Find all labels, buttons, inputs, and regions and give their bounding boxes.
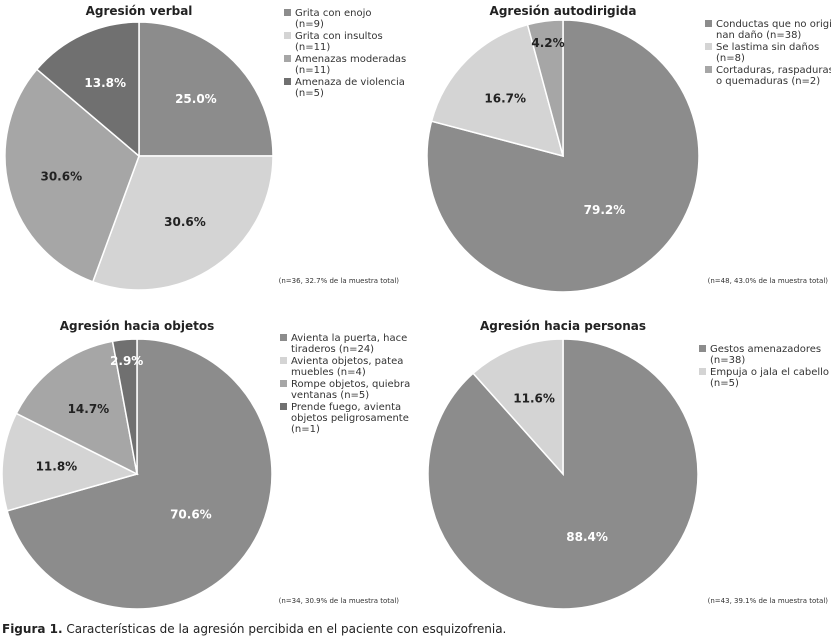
legend-swatch — [705, 66, 712, 73]
pie-slice — [138, 21, 274, 157]
pie-panel-agresion-hacia-objetos: Agresión hacia objetos 70.6% 11.8% 14.7% 2.9… — [1, 319, 410, 610]
legend-label: nan daño (n=38) — [716, 30, 801, 41]
sample-note: (n=48, 43.0% de la muestra total) — [708, 277, 829, 285]
legend-swatch — [284, 78, 291, 85]
slice-value-label: 11.6% — [513, 391, 555, 405]
chart-title: Agresión hacia personas — [480, 319, 646, 333]
chart-title: Agresión verbal — [86, 4, 193, 18]
legend-label: Cortaduras, raspaduras — [716, 65, 831, 76]
pie-slice — [1, 412, 140, 512]
legend-label: (n=8) — [716, 53, 745, 64]
slice-value-label: 11.8% — [36, 459, 78, 473]
sample-note: (n=36, 32.7% de la muestra total) — [279, 277, 400, 285]
figure-charts: Agresión verbal 25.0% 30.6% 30.6% 13.8% Grita… — [1, 4, 831, 610]
pie-slice — [15, 340, 139, 476]
slice-value-label: 25.0% — [175, 92, 217, 106]
slice-value-label: 4.2% — [531, 36, 564, 50]
legend-swatch — [280, 403, 287, 410]
legend-swatch — [284, 32, 291, 39]
pie-slice — [91, 155, 274, 291]
legend-swatch — [280, 380, 287, 387]
legend-label: tiraderos (n=24) — [291, 344, 374, 355]
pie-slice — [430, 23, 565, 158]
pie-slice — [111, 338, 138, 475]
legend-swatch — [280, 357, 287, 364]
legend-label: o quemaduras (n=2) — [716, 76, 820, 87]
legend-label: muebles (n=4) — [291, 367, 366, 378]
slice-value-label: 30.6% — [40, 170, 82, 184]
legend-swatch — [705, 43, 712, 50]
chart-title: Agresión autodirigida — [490, 4, 637, 18]
legend-label: Rompe objetos, quiebra — [291, 379, 410, 390]
legend-label: Empuja o jala el cabello — [710, 367, 829, 378]
legend-label: (n=38) — [710, 355, 745, 366]
slice-value-label: 2.9% — [110, 354, 143, 368]
figure-caption: Figura 1. Características de la agresión… — [2, 621, 829, 637]
slice-value-label: 13.8% — [84, 76, 126, 90]
legend-label: (n=11) — [295, 65, 330, 76]
legend-label: (n=9) — [295, 19, 324, 30]
legend-swatch — [284, 55, 291, 62]
legend-label: Conductas que no origi- — [716, 19, 831, 30]
legend-label: Avienta la puerta, hace — [291, 333, 407, 344]
sample-note: (n=43, 39.1% de la muestra total) — [708, 597, 829, 605]
legend-label: Amenazas moderadas — [295, 54, 406, 65]
slice-value-label: 30.6% — [164, 215, 206, 229]
pie-slice — [526, 19, 564, 157]
legend-label: (n=5) — [295, 88, 324, 99]
pie-panel-agresion-autodirigida: Agresión autodirigida 79.2% 16.7% 4.2% Condu… — [426, 4, 831, 293]
pie-panel-agresion-hacia-personas: Agresión hacia personas 88.4% 11.6% Gestos … — [427, 319, 829, 610]
chart-title: Agresión hacia objetos — [60, 319, 215, 333]
legend-label: Se lastima sin daños — [716, 42, 819, 53]
slice-value-label: 16.7% — [484, 91, 526, 105]
legend-label: Gestos amenazadores — [710, 344, 821, 355]
legend-label: Grita con insultos — [295, 31, 383, 42]
legend-swatch — [699, 368, 706, 375]
slice-value-label: 79.2% — [584, 203, 626, 217]
slice-value-label: 14.7% — [68, 402, 110, 416]
slice-value-label: 88.4% — [566, 530, 608, 544]
legend-label: ventanas (n=5) — [291, 390, 369, 401]
legend-label: objetos peligrosamente — [291, 413, 409, 424]
legend-swatch — [699, 345, 706, 352]
legend-label: Prende fuego, avienta — [291, 402, 401, 413]
legend-swatch — [284, 9, 291, 16]
legend-label: (n=11) — [295, 42, 330, 53]
pie-panel-agresion-verbal: Agresión verbal 25.0% 30.6% 30.6% 13.8% Grita… — [4, 4, 406, 291]
pie-slice — [4, 68, 140, 283]
legend-label: (n=5) — [710, 378, 739, 389]
caption-label: Figura 1. — [2, 622, 63, 636]
pie-slice — [35, 21, 140, 158]
legend-label: (n=1) — [291, 424, 320, 435]
caption-text: Características de la agresión percibida… — [62, 622, 507, 636]
sample-note: (n=34, 30.9% de la muestra total) — [279, 597, 400, 605]
legend-swatch — [705, 20, 712, 27]
legend-label: Grita con enojo — [295, 8, 372, 19]
legend-swatch — [280, 334, 287, 341]
pie-slice — [6, 338, 273, 610]
pie-slice — [472, 338, 564, 476]
legend-label: Avienta objetos, patea — [291, 356, 403, 367]
legend-label: Amenaza de violencia — [295, 77, 405, 88]
slice-value-label: 70.6% — [170, 508, 212, 522]
